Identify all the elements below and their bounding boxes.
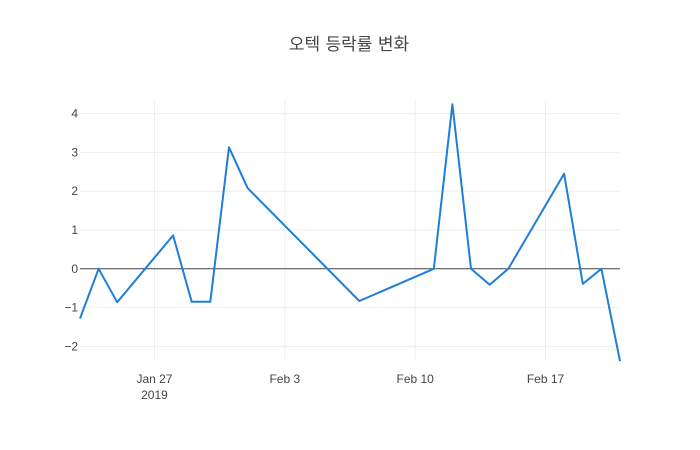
- y-axis: −2 −1 0 1 2 3 4: [64, 107, 78, 354]
- y-tick-label: 1: [71, 223, 78, 237]
- x-tick-label: Feb 17: [527, 372, 565, 386]
- x-axis: Jan 27 2019 Feb 3 Feb 10 Feb 17: [136, 372, 564, 402]
- x-tick-sublabel: 2019: [141, 388, 168, 402]
- y-tick-label: 4: [71, 107, 78, 121]
- y-tick-label: −1: [64, 301, 78, 315]
- y-tick-label: 0: [71, 262, 78, 276]
- series-line: [79, 103, 621, 362]
- y-tick-label: 3: [71, 145, 78, 159]
- series-layer: [79, 103, 621, 362]
- x-tick-label: Jan 27: [136, 372, 172, 386]
- x-tick-label: Feb 3: [269, 372, 300, 386]
- chart-title: 오텍 등락률 변화: [289, 35, 410, 55]
- y-tick-label: 2: [71, 184, 78, 198]
- x-tick-label: Feb 10: [396, 372, 434, 386]
- y-tick-label: −2: [64, 339, 78, 353]
- grid: [80, 100, 620, 360]
